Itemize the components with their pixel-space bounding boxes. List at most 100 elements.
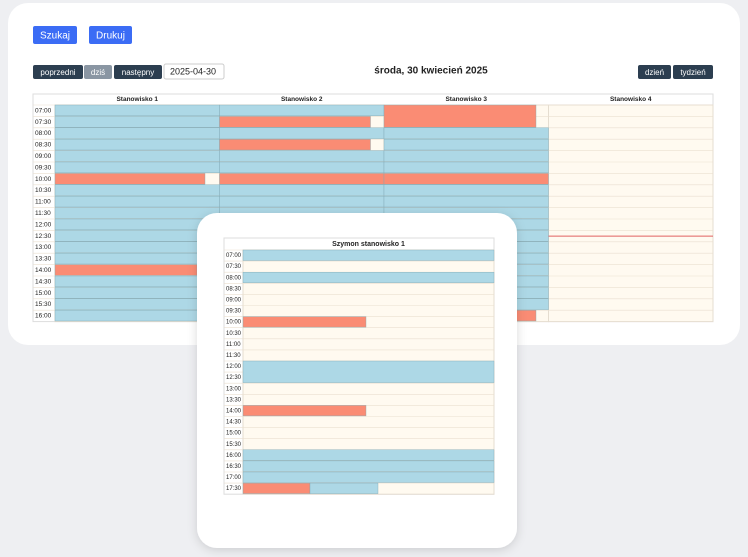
booking[interactable]	[242, 471, 495, 483]
time-label: 11:00	[226, 342, 241, 348]
booking[interactable]	[54, 310, 220, 322]
booking[interactable]	[242, 249, 495, 261]
booking[interactable]	[54, 241, 220, 253]
time-label: 12:00	[35, 221, 52, 228]
booking[interactable]	[54, 298, 220, 310]
time-label: 15:00	[226, 431, 242, 437]
booking-reserved[interactable]	[54, 173, 206, 185]
time-label: 07:30	[35, 119, 52, 126]
print-button[interactable]	[89, 26, 132, 44]
booking[interactable]	[242, 449, 495, 461]
booking[interactable]	[219, 127, 385, 139]
booking[interactable]	[242, 460, 495, 472]
time-label: 16:00	[226, 453, 242, 459]
booking-reserved[interactable]	[242, 316, 367, 328]
booking-reserved[interactable]	[219, 173, 385, 185]
booking[interactable]	[54, 116, 220, 128]
booking[interactable]	[54, 230, 220, 242]
booking[interactable]	[54, 275, 220, 288]
booking[interactable]	[383, 138, 549, 151]
time-label: 15:30	[226, 442, 242, 448]
booking-reserved[interactable]	[383, 173, 549, 185]
booking[interactable]	[54, 287, 220, 299]
time-label: 14:00	[226, 409, 242, 415]
booking[interactable]	[219, 150, 385, 162]
booking[interactable]	[54, 150, 220, 162]
time-label: 08:30	[226, 286, 242, 292]
time-label: 07:30	[226, 264, 242, 270]
time-label: 11:30	[35, 210, 51, 217]
booking-reserved[interactable]	[219, 116, 371, 128]
column-header: Stanowisko 3	[445, 96, 487, 103]
booking[interactable]	[54, 218, 220, 231]
time-label: 07:00	[226, 253, 242, 259]
column-header: Stanowisko 4	[610, 96, 652, 103]
today-button-label[interactable]: dziś	[91, 68, 105, 77]
booking[interactable]	[383, 161, 549, 174]
booking[interactable]	[242, 360, 495, 383]
week-button[interactable]	[673, 65, 713, 79]
date-value[interactable]: 2025-04-30	[170, 66, 216, 76]
booking-reserved[interactable]	[242, 405, 367, 417]
booking[interactable]	[383, 195, 549, 208]
time-label: 16:00	[35, 313, 52, 320]
booking[interactable]	[54, 104, 220, 117]
booking-reserved[interactable]	[383, 104, 537, 128]
day-button[interactable]	[638, 65, 671, 79]
time-label: 10:30	[35, 187, 52, 194]
booking[interactable]	[54, 127, 220, 139]
booking[interactable]	[242, 272, 495, 283]
booking[interactable]	[54, 252, 220, 265]
time-label: 14:30	[226, 420, 242, 426]
booking[interactable]	[54, 184, 220, 196]
booking-reserved[interactable]	[219, 138, 371, 151]
day-button-label[interactable]: dzień	[645, 68, 664, 77]
time-label: 14:30	[35, 278, 52, 285]
column-header: Stanowisko 1	[116, 96, 158, 103]
time-label: 13:00	[226, 386, 242, 392]
week-button-label[interactable]: tydzień	[680, 68, 705, 77]
booking[interactable]	[54, 207, 220, 219]
print-button-label[interactable]: Drukuj	[96, 31, 125, 42]
booking[interactable]	[54, 195, 220, 208]
booking[interactable]	[383, 184, 549, 196]
date-heading: środa, 30 kwiecień 2025	[374, 66, 488, 77]
booking[interactable]	[219, 104, 385, 117]
booking-reserved[interactable]	[54, 264, 198, 276]
date-input[interactable]	[163, 63, 225, 80]
time-label: 15:30	[35, 301, 52, 308]
time-label: 11:30	[226, 353, 241, 359]
time-label: 14:00	[35, 267, 52, 274]
time-label: 13:00	[35, 244, 52, 251]
time-label: 17:00	[226, 475, 242, 481]
time-label: 08:30	[35, 142, 52, 149]
time-label: 10:00	[35, 176, 52, 183]
today-button[interactable]	[84, 65, 112, 79]
time-label: 13:30	[35, 256, 52, 263]
search-button[interactable]	[33, 26, 77, 44]
next-button-label[interactable]: następny	[122, 68, 154, 77]
prev-button[interactable]	[33, 65, 83, 79]
time-label: 09:00	[226, 298, 242, 304]
time-label: 09:00	[35, 153, 52, 160]
booking[interactable]	[309, 482, 379, 494]
time-label: 11:00	[35, 199, 51, 206]
booking[interactable]	[54, 138, 220, 151]
booking[interactable]	[219, 195, 385, 208]
booking[interactable]	[383, 150, 549, 162]
next-button[interactable]	[114, 65, 162, 79]
time-label: 10:30	[226, 331, 242, 337]
time-label: 12:00	[226, 364, 242, 370]
booking[interactable]	[219, 184, 385, 196]
booking[interactable]	[383, 127, 549, 139]
booking[interactable]	[219, 161, 385, 174]
time-label: 17:30	[226, 486, 242, 492]
booking-reserved[interactable]	[242, 482, 311, 494]
search-button-label[interactable]: Szukaj	[40, 31, 70, 42]
column-header: Stanowisko 2	[281, 96, 323, 103]
column-body	[548, 104, 714, 323]
prev-button-label[interactable]: poprzedni	[40, 68, 75, 77]
booking[interactable]	[54, 161, 220, 174]
